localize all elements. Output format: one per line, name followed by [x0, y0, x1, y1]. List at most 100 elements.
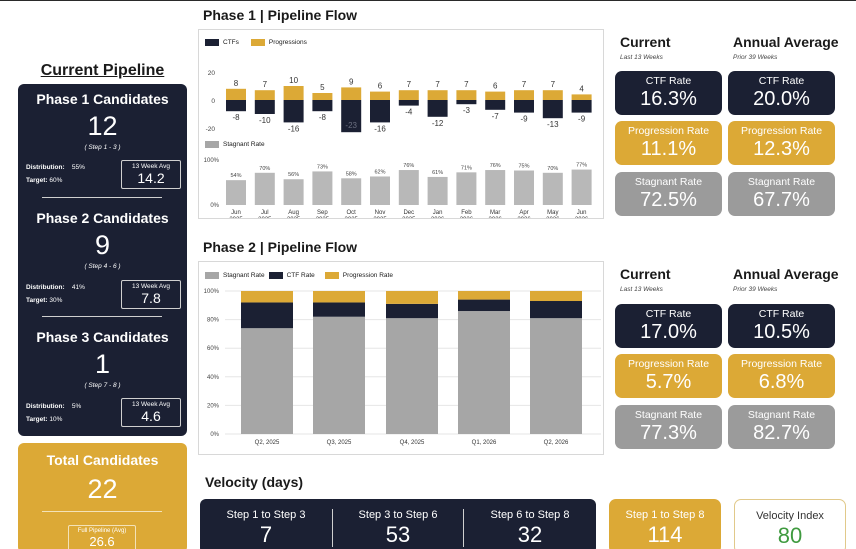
phase-1-current-prog-tile: Progression Rate 11.1%	[615, 121, 722, 165]
y-tick-label: 40%	[207, 375, 220, 381]
phase-2-stacked-chart: 100% 80% 60% 40% 20% 0% Q2, 2025 Q3, 2025 Q4, 20…	[204, 289, 601, 446]
y-tick-label: 100%	[204, 289, 220, 295]
progressions-value-label: 5	[320, 83, 325, 92]
velocity-title: Velocity (days)	[205, 474, 304, 490]
progression-rate-segment	[313, 291, 365, 303]
progressions-value-label: 7	[435, 80, 440, 89]
x-tick-label: Oct	[347, 210, 357, 216]
legend-label-progressions: Progressions	[268, 39, 307, 46]
progressions-bar	[456, 90, 477, 100]
phase-2-steps: ( Step 4 - 6 )	[84, 263, 121, 270]
full-pipeline-avg-value: 26.6	[89, 534, 115, 549]
progressions-bar	[341, 87, 362, 100]
phase-1-legend-top: CTFs Progressions	[205, 39, 307, 46]
stagnant-rate-value-label: 71%	[461, 165, 472, 171]
total-candidates-count: 22	[87, 474, 118, 504]
phase-1-steps: ( Step 1 - 3 )	[84, 144, 121, 151]
phase-3-avg-value: 4.6	[141, 408, 161, 424]
ctfs-bar	[427, 100, 448, 117]
x-tick-label: Dec	[403, 210, 414, 216]
progressions-bar	[514, 90, 534, 100]
x-tick-label: Q2, 2025	[255, 440, 280, 446]
stagnant-rate-bar	[427, 176, 448, 205]
phase-2-avg-label: 13 Week Avg	[131, 283, 171, 290]
phase-2-distribution: Distribution: 41%	[26, 284, 85, 291]
x-tick-label: Nov	[375, 210, 386, 216]
phase-3-count: 1	[94, 349, 111, 379]
progressions-bar	[398, 90, 419, 100]
y-tick-label: -20	[206, 126, 216, 133]
progressions-value-label: 7	[551, 80, 556, 89]
stagnant-rate-bar	[398, 170, 419, 205]
phase-1-target: Target: 60%	[26, 177, 63, 184]
phase-1-block: Phase 1 Candidates 12 ( Step 1 - 3 )	[18, 91, 187, 151]
x-tick-label: 2026	[431, 217, 445, 218]
ctfs-bar	[542, 100, 563, 119]
velocity-step-3-6: Step 3 to Step 6 53	[358, 509, 438, 547]
phase-2-current-head: Current	[620, 266, 671, 282]
stagnant-rate-bar	[514, 170, 534, 205]
ctfs-bar	[312, 100, 333, 112]
phase-2-annual-sub: Prior 39 Weeks	[733, 286, 778, 293]
phase-3-avg-label: 13 Week Avg	[131, 401, 171, 408]
legend-swatch-progressions	[250, 39, 265, 46]
full-pipeline-avg-box: Full Pipeline (Avg) 26.6	[68, 525, 136, 549]
x-tick-label: Jul	[261, 210, 269, 216]
stagnant-rate-bar	[341, 178, 362, 205]
ctfs-value-label: -8	[319, 113, 327, 122]
y-tick-label: 20%	[207, 403, 220, 409]
current-pipeline-title: Current Pipeline	[40, 62, 165, 79]
phase-2-chart-card: Stagnant Rate CTF Rate Progression Rate …	[198, 261, 604, 455]
ctfs-value-label: -12	[432, 119, 444, 128]
velocity-separator	[463, 509, 464, 547]
ctfs-value-label: -9	[520, 115, 528, 124]
phase-2-avg-value: 7.8	[141, 290, 161, 306]
phase-2-count: 9	[94, 230, 111, 260]
stagnant-rate-bar	[312, 171, 333, 205]
y-tick-label: 0%	[210, 432, 219, 438]
ctf-rate-segment	[386, 303, 438, 319]
phase-1-current-stag-tile: Stagnant Rate 72.5%	[615, 172, 722, 216]
phase-1-annual-ctf-tile: CTF Rate 20.0%	[728, 71, 835, 115]
progressions-value-label: 4	[579, 84, 584, 93]
phase-1-distribution: Distribution: 55%	[26, 164, 85, 171]
legend-label-progression-rate: Progression Rate	[342, 272, 393, 279]
stagnant-rate-value-label: 73%	[317, 164, 328, 170]
progressions-bar	[427, 90, 448, 100]
velocity-total-label: Step 1 to Step 8	[625, 509, 705, 521]
phase-3-avg-box: 13 Week Avg 4.6	[121, 398, 181, 427]
x-tick-label: Apr	[519, 210, 528, 216]
phase-2-annual-ctf-tile: CTF Rate 10.5%	[728, 304, 835, 348]
y-tick-label: 100%	[204, 158, 220, 164]
progressions-value-label: 8	[234, 79, 239, 88]
ctfs-bar	[226, 100, 246, 112]
x-tick-label: 2025	[402, 217, 416, 218]
total-candidates-panel: Total Candidates 22 Full Pipeline (Avg) …	[18, 443, 187, 549]
phase-2-flow-title: Phase 2 | Pipeline Flow	[203, 239, 358, 255]
stagnant-rate-segment	[241, 328, 293, 434]
velocity-index-tile: Velocity Index 80	[734, 499, 846, 549]
phase-2-current-stag-tile: Stagnant Rate 77.3%	[615, 405, 722, 449]
x-tick-label: Jun	[577, 210, 587, 216]
ctfs-bar	[456, 100, 477, 105]
stagnant-rate-segment	[458, 311, 510, 434]
stagnant-rate-segment	[530, 318, 582, 434]
phase-3-target: Target: 10%	[26, 416, 63, 423]
phase-1-current-ctf-tile: CTF Rate 16.3%	[615, 71, 722, 115]
legend-label-stagnant-rate: Stagnant Rate	[223, 272, 265, 279]
ctfs-value-label: -8	[232, 113, 240, 122]
ctfs-bar	[571, 100, 592, 113]
stagnant-rate-bar	[571, 169, 592, 205]
stagnant-rate-bar	[254, 172, 275, 205]
x-tick-label: 2025	[373, 217, 387, 218]
ctfs-bar	[485, 100, 506, 110]
stagnant-rate-value-label: 58%	[346, 171, 357, 177]
ctfs-value-label: -13	[547, 120, 559, 129]
phase-2-current-sub: Last 13 Weeks	[620, 286, 663, 293]
x-tick-label: Aug	[288, 210, 299, 216]
legend-label-ctf-rate: CTF Rate	[286, 272, 315, 279]
ctfs-bar	[514, 100, 534, 113]
x-tick-label: Q1, 2026	[472, 440, 497, 446]
